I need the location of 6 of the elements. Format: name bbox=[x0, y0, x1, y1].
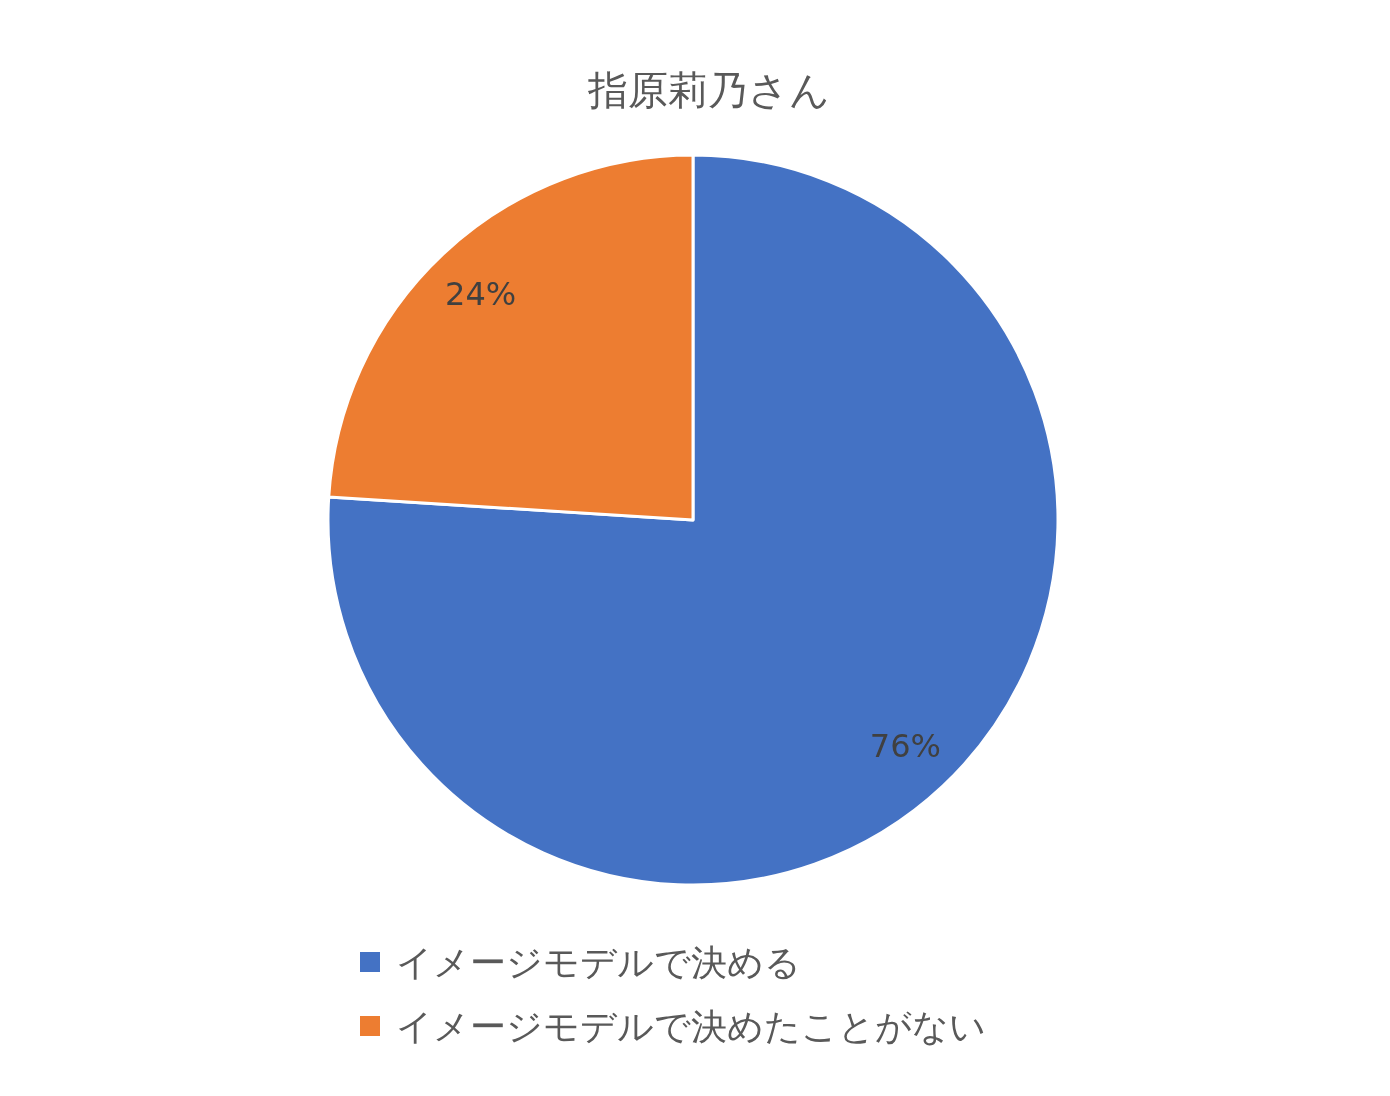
legend-label: イメージモデルで決めたことがない bbox=[396, 1005, 986, 1047]
data-label: 76% bbox=[869, 727, 941, 766]
legend-label: イメージモデルで決める bbox=[396, 941, 801, 983]
pie-slice bbox=[327, 153, 1060, 887]
data-label: 24% bbox=[445, 274, 517, 313]
chart-title: 指原莉乃さん bbox=[587, 67, 830, 113]
